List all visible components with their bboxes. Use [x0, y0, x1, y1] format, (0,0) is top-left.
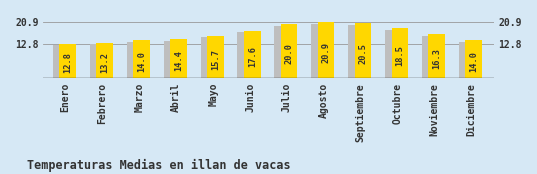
- Bar: [133, 41, 150, 78]
- Bar: [391, 28, 408, 78]
- Bar: [311, 24, 321, 78]
- Text: 20.5: 20.5: [359, 43, 367, 64]
- Bar: [237, 32, 247, 78]
- Bar: [53, 45, 63, 78]
- Bar: [207, 36, 223, 78]
- Text: 16.3: 16.3: [432, 48, 441, 69]
- Bar: [348, 25, 358, 78]
- Text: 14.0: 14.0: [469, 51, 478, 72]
- Bar: [170, 39, 187, 78]
- Bar: [385, 30, 395, 78]
- Bar: [281, 24, 297, 78]
- Bar: [274, 26, 284, 78]
- Bar: [96, 43, 113, 78]
- Bar: [422, 36, 432, 78]
- Text: 14.0: 14.0: [137, 51, 146, 72]
- Text: 20.0: 20.0: [285, 43, 294, 64]
- Bar: [429, 34, 445, 78]
- Text: 12.8: 12.8: [63, 52, 72, 73]
- Text: 20.9: 20.9: [322, 42, 331, 63]
- Bar: [127, 42, 136, 78]
- Bar: [60, 44, 76, 78]
- Bar: [459, 42, 469, 78]
- Bar: [244, 31, 260, 78]
- Text: 15.7: 15.7: [211, 49, 220, 70]
- Bar: [200, 37, 210, 78]
- Bar: [164, 41, 173, 78]
- Text: 17.6: 17.6: [248, 46, 257, 67]
- Text: 18.5: 18.5: [395, 45, 404, 66]
- Bar: [90, 44, 99, 78]
- Bar: [354, 23, 371, 78]
- Bar: [318, 22, 335, 78]
- Text: 14.4: 14.4: [174, 50, 183, 71]
- Bar: [466, 41, 482, 78]
- Text: 13.2: 13.2: [100, 52, 109, 73]
- Text: Temperaturas Medias en illan de vacas: Temperaturas Medias en illan de vacas: [27, 159, 291, 172]
